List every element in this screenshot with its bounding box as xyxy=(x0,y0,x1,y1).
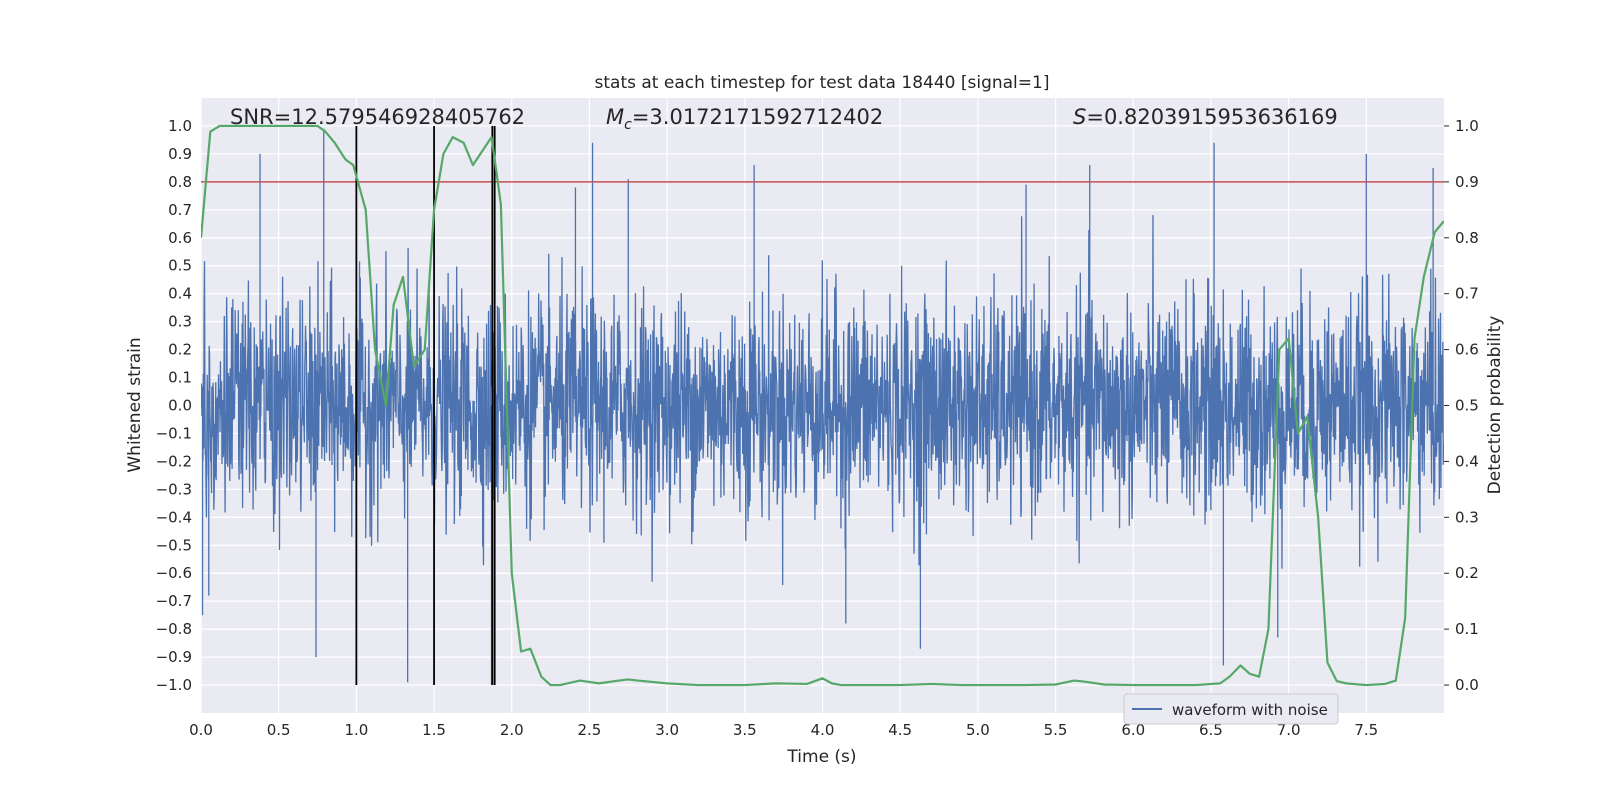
legend-label-waveform: waveform with noise xyxy=(1172,701,1328,719)
y-tick-label-right: 0.4 xyxy=(1455,452,1479,470)
x-tick-label: 0.5 xyxy=(267,721,291,739)
x-tick-label: 2.0 xyxy=(500,721,524,739)
y-tick-label-right: 0.1 xyxy=(1455,620,1479,638)
plot-content xyxy=(201,124,1444,687)
y-tick-label-right: 0.8 xyxy=(1455,229,1479,247)
y-tick-label-right: 0.6 xyxy=(1455,341,1479,359)
x-tick-label: 7.5 xyxy=(1354,721,1378,739)
x-tick-label: 3.5 xyxy=(733,721,757,739)
y-tick-label-left: −0.6 xyxy=(156,564,192,582)
annotation-mc: Mc=3.0172171592712402 xyxy=(606,105,883,133)
annotation-mc-subscript: c xyxy=(624,117,632,133)
x-tick-label: 4.5 xyxy=(888,721,912,739)
x-tick-label: 1.5 xyxy=(422,721,446,739)
chart-title: stats at each timestep for test data 184… xyxy=(595,73,1050,93)
y-tick-label-left: 0.8 xyxy=(168,173,192,191)
y-tick-label-left: 0.2 xyxy=(168,341,192,359)
annotation-s: S=0.8203915953636169 xyxy=(1073,105,1338,129)
y-tick-label-left: −0.2 xyxy=(156,452,192,470)
annotation-snr: SNR=12.579546928405762 xyxy=(230,105,525,129)
x-tick-label: 2.5 xyxy=(578,721,602,739)
annotation-s-symbol: S xyxy=(1073,105,1086,129)
y-tick-label-left: 0.1 xyxy=(168,369,192,387)
axes: 0.0 0.5 1.0 1.5 2.0 2.5 3.0 3.5 4.0 4.5 5.0 5.5 6.0 6… xyxy=(156,117,1479,739)
x-tick-label: 5.0 xyxy=(966,721,990,739)
y-tick-label-left: −0.7 xyxy=(156,592,192,610)
y-tick-label-left: −0.3 xyxy=(156,480,192,498)
y-tick-label-left: −0.5 xyxy=(156,536,192,554)
annotation-mc-value: =3.0172171592712402 xyxy=(632,105,883,129)
x-tick-label: 4.0 xyxy=(811,721,835,739)
y-axis-label-left: Whitened strain xyxy=(125,337,145,472)
y-tick-label-left: 0.5 xyxy=(168,257,192,275)
y-tick-label-right: 0.3 xyxy=(1455,508,1479,526)
y-tick-label-right: 0.2 xyxy=(1455,564,1479,582)
y-tick-label-left: −1.0 xyxy=(156,676,192,694)
y-tick-label-left: 1.0 xyxy=(168,117,192,135)
y-tick-label-left: 0.6 xyxy=(168,229,192,247)
y-tick-label-right: 0.0 xyxy=(1455,676,1479,694)
y-tick-label-right: 1.0 xyxy=(1455,117,1479,135)
legend: waveform with noise xyxy=(1123,693,1339,725)
y-axis-label-right: Detection probability xyxy=(1485,316,1505,495)
x-tick-label: 5.5 xyxy=(1044,721,1068,739)
y-tick-label-left: −0.9 xyxy=(156,648,192,666)
x-tick-label: 0.0 xyxy=(189,721,213,739)
annotation-mc-symbol: M xyxy=(606,105,624,129)
x-tick-label: 7.0 xyxy=(1277,721,1301,739)
x-tick-label: 3.0 xyxy=(655,721,679,739)
x-tick-label: 6.0 xyxy=(1121,721,1145,739)
y-tick-label-left: 0.9 xyxy=(168,145,192,163)
y-tick-label-right: 0.9 xyxy=(1455,173,1479,191)
x-tick-label: 1.0 xyxy=(344,721,368,739)
x-axis-label: Time (s) xyxy=(786,747,856,767)
x-tick-label: 6.5 xyxy=(1199,721,1223,739)
y-tick-label-right: 0.7 xyxy=(1455,285,1479,303)
y-tick-label-left: 0.0 xyxy=(168,397,192,415)
legend-box xyxy=(1123,693,1339,725)
y-tick-label-left: 0.4 xyxy=(168,285,192,303)
y-tick-label-left: −0.1 xyxy=(156,424,192,442)
y-tick-label-left: 0.7 xyxy=(168,201,192,219)
detection-probability-line xyxy=(201,124,1444,687)
y-tick-label-right: 0.5 xyxy=(1455,397,1479,415)
y-tick-label-left: −0.4 xyxy=(156,508,192,526)
annotation-s-value: =0.8203915953636169 xyxy=(1086,105,1337,129)
y-tick-label-left: 0.3 xyxy=(168,313,192,331)
y-tick-label-left: −0.8 xyxy=(156,620,192,638)
